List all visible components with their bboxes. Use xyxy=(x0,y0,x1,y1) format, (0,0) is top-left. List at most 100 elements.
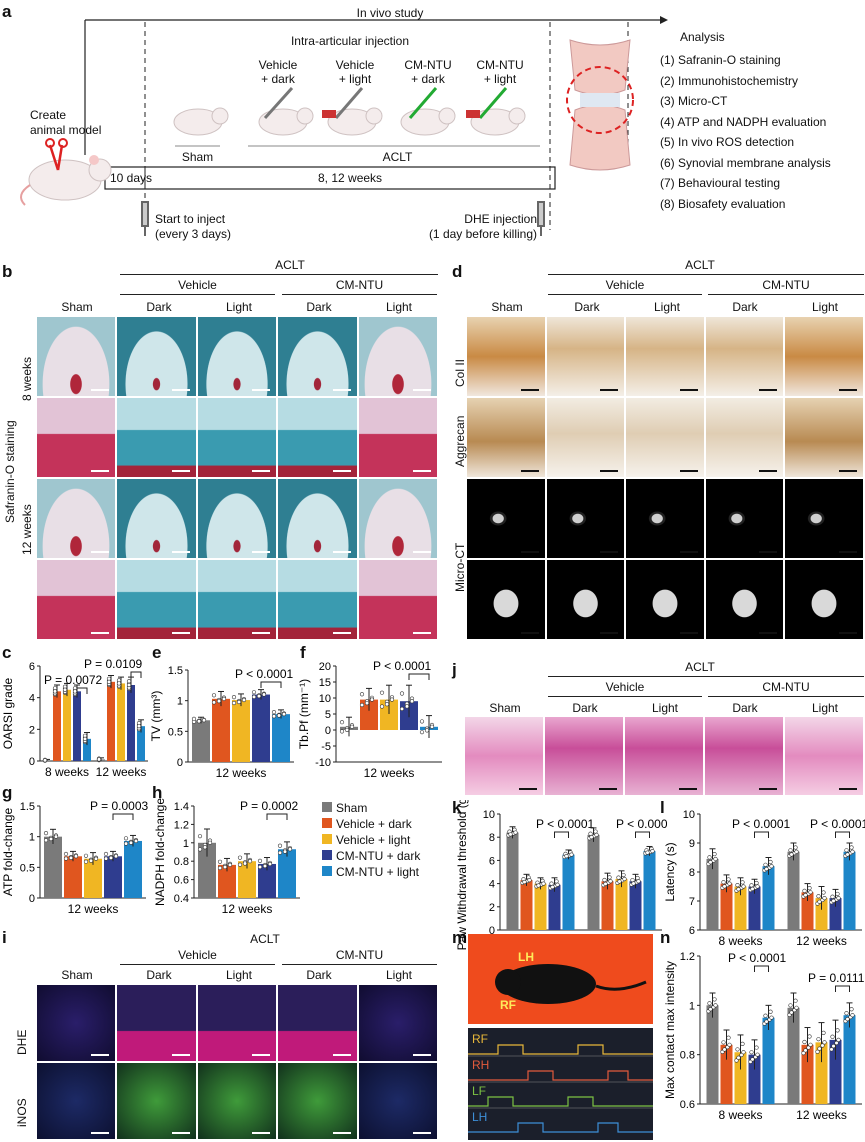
bar xyxy=(843,1015,856,1104)
panel-letter-h: h xyxy=(152,783,163,802)
data-point xyxy=(755,884,760,889)
y-tick-label: 0.6 xyxy=(680,1099,695,1111)
data-point xyxy=(344,727,350,732)
data-point xyxy=(645,850,650,855)
data-point xyxy=(789,852,794,857)
scale-bar xyxy=(412,1132,431,1134)
data-point xyxy=(803,1048,808,1053)
data-point xyxy=(835,1028,840,1033)
micrograph-tile xyxy=(197,560,277,639)
data-point xyxy=(807,886,812,891)
bar xyxy=(64,856,82,898)
y-axis-label: TV (mm³) xyxy=(150,691,163,742)
data-point xyxy=(769,864,774,869)
data-point xyxy=(424,728,430,733)
scale-bar xyxy=(838,389,857,391)
micrograph-tile xyxy=(278,479,357,558)
data-point xyxy=(801,1050,806,1056)
bar xyxy=(748,886,761,930)
bar xyxy=(272,714,290,762)
data-point xyxy=(211,693,217,698)
data-point xyxy=(231,695,237,700)
y-tick-label: 1.5 xyxy=(20,801,35,813)
micrograph-tile xyxy=(546,317,625,396)
data-point xyxy=(594,832,599,837)
analysis-item: (3) Micro-CT xyxy=(660,94,728,108)
ihc-microct-image-grid xyxy=(466,316,864,640)
data-point xyxy=(93,856,99,861)
b-dark-2: Dark xyxy=(306,300,332,314)
y-tick-label: 0 xyxy=(489,925,495,937)
significance-bracket xyxy=(76,687,88,694)
chart-h-nadph: 0.4 0.6 0.8 1 1.2 1.4 NADPH fold-change P = 0.0… xyxy=(153,798,300,916)
micrograph-tile xyxy=(197,1063,277,1139)
data-point xyxy=(359,702,365,708)
b-cmntu-header: CM-NTU xyxy=(335,278,384,292)
data-point xyxy=(708,1007,713,1012)
p-value-label: P = 0.0111 xyxy=(808,971,865,985)
bar xyxy=(84,858,102,898)
data-point xyxy=(349,724,355,729)
data-point xyxy=(844,848,849,853)
bar xyxy=(801,892,814,930)
micrograph-tile xyxy=(546,398,625,477)
data-point xyxy=(242,861,248,866)
data-point xyxy=(508,832,513,837)
micrograph-tile xyxy=(278,560,357,639)
mouse-model xyxy=(20,138,112,206)
i-row-inos: iNOS xyxy=(15,1098,29,1127)
bar xyxy=(192,720,210,762)
data-point xyxy=(631,881,636,886)
p-value-label: P < 0.0001 xyxy=(616,817,667,831)
d-dark-1: Dark xyxy=(574,300,600,314)
bar xyxy=(258,863,276,898)
bar xyxy=(629,881,642,930)
bar xyxy=(787,1007,800,1104)
bar xyxy=(212,698,230,762)
bar xyxy=(706,1005,719,1104)
d-dark-2: Dark xyxy=(732,300,758,314)
data-point xyxy=(589,835,594,840)
data-point xyxy=(271,709,277,715)
y-tick-label: 1.5 xyxy=(168,665,183,677)
micrograph-tile xyxy=(358,1063,437,1139)
y-tick-label: -5 xyxy=(321,741,331,753)
data-point xyxy=(821,1030,826,1035)
significance-bracket xyxy=(835,985,850,992)
injection-title: Intra-articular injection xyxy=(290,34,410,48)
data-point xyxy=(419,719,425,724)
d-sham: Sham xyxy=(491,300,523,314)
mouse-label-rf: RF xyxy=(500,998,516,1012)
data-point xyxy=(830,894,835,899)
bar xyxy=(587,834,600,930)
scale-bar xyxy=(759,551,778,553)
b-light-2: Light xyxy=(385,300,413,314)
y-tick-label: 7 xyxy=(689,896,695,908)
data-point xyxy=(133,838,139,844)
data-point xyxy=(96,757,102,762)
dhe-inject-label: DHE injection (1 day before killing) xyxy=(428,212,537,241)
scale-bar xyxy=(91,551,110,553)
scale-bar xyxy=(759,632,778,634)
scale-bar xyxy=(838,470,857,472)
x-tick-label: 12 weeks xyxy=(796,1108,847,1122)
scale-bar xyxy=(332,470,351,472)
y-tick-label: 1.2 xyxy=(174,819,189,831)
data-point xyxy=(749,883,754,888)
data-point xyxy=(42,758,48,763)
data-point xyxy=(735,1047,740,1052)
y-tick-label: 1 xyxy=(29,832,35,844)
data-point xyxy=(708,860,713,865)
data-point xyxy=(550,884,555,890)
bar xyxy=(238,861,256,898)
data-point xyxy=(845,852,850,857)
j-vehicle-header: Vehicle xyxy=(605,680,645,694)
data-point xyxy=(379,704,385,709)
scale-bar xyxy=(520,632,539,634)
scale-bar xyxy=(412,470,431,472)
gait-trace-panel: RF RH LF LH xyxy=(468,1028,653,1140)
micrograph-tile xyxy=(465,717,543,795)
micrograph-tile xyxy=(467,317,545,396)
bar xyxy=(734,886,747,930)
micrograph-tile xyxy=(705,317,784,396)
